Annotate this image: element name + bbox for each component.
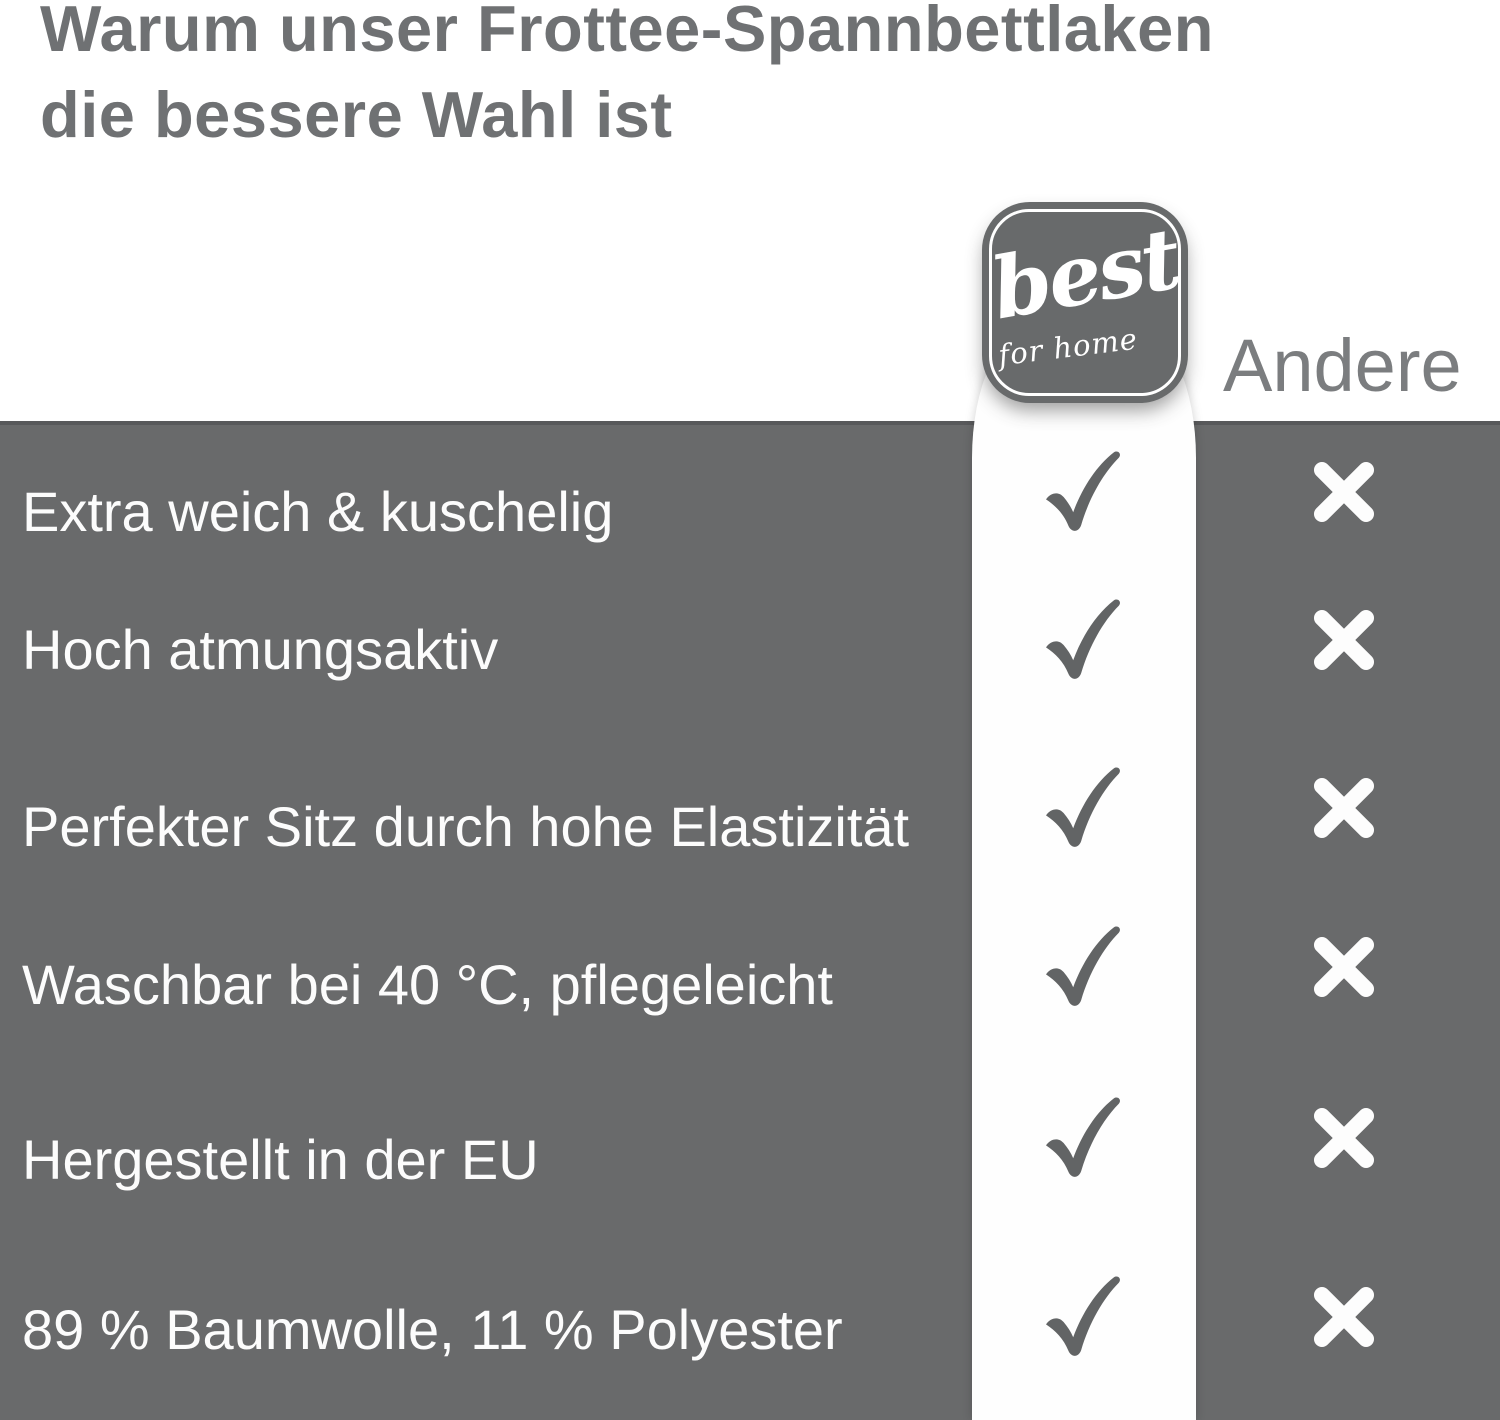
cross-icon — [1306, 929, 1382, 1005]
cross-icon — [1306, 454, 1382, 530]
check-icon — [1041, 1095, 1123, 1183]
logo-inner-border — [989, 209, 1181, 396]
page-title-line-2: die bessere Wahl ist — [40, 78, 673, 151]
feature-label: Extra weich & kuschelig — [22, 480, 614, 543]
feature-label: Hoch atmungsaktiv — [22, 618, 499, 681]
page-title: Warum unser Frottee-Spannbettlaken die b… — [40, 0, 1214, 158]
feature-label: Waschbar bei 40 °C, pflegeleicht — [22, 953, 833, 1016]
check-icon — [1041, 765, 1123, 853]
cross-icon — [1306, 770, 1382, 846]
page-title-line-1: Warum unser Frottee-Spannbettlaken — [40, 0, 1214, 65]
cross-icon — [1306, 1279, 1382, 1355]
other-column-header: Andere — [1223, 324, 1462, 407]
brand-logo-badge: best for home — [982, 202, 1188, 403]
check-icon — [1041, 924, 1123, 1012]
feature-label: 89 % Baumwolle, 11 % Polyester — [22, 1298, 843, 1361]
feature-label: Perfekter Sitz durch hohe Elastizität — [22, 795, 910, 858]
cross-icon — [1306, 602, 1382, 678]
check-icon — [1041, 449, 1123, 537]
check-icon — [1041, 597, 1123, 685]
check-icon — [1041, 1274, 1123, 1362]
comparison-table-background — [0, 421, 1500, 1420]
cross-icon — [1306, 1100, 1382, 1176]
feature-label: Hergestellt in der EU — [22, 1128, 539, 1191]
